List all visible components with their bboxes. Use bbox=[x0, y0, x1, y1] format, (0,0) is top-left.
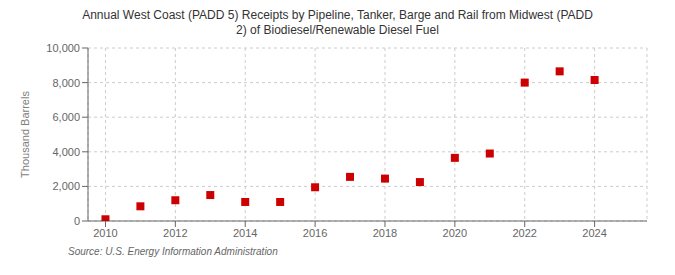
svg-text:2010: 2010 bbox=[93, 227, 117, 239]
svg-text:2014: 2014 bbox=[233, 227, 257, 239]
html-text:Source: U.S. Energy Informatio: Source: U.S. Energy Information Administ… bbox=[68, 246, 278, 257]
svg-text:4,000: 4,000 bbox=[52, 146, 80, 158]
svg-text:2022: 2022 bbox=[512, 227, 536, 239]
svg-text:2020: 2020 bbox=[443, 227, 467, 239]
svg-text:2,000: 2,000 bbox=[52, 180, 80, 192]
svg-text:6,000: 6,000 bbox=[52, 111, 80, 123]
svg-text:10,000: 10,000 bbox=[46, 42, 80, 54]
svg-text:2012: 2012 bbox=[163, 227, 187, 239]
html-text:Annual West Coast (PADD 5) Rec: Annual West Coast (PADD 5) Receipts by P… bbox=[82, 8, 593, 37]
svg-text:2024: 2024 bbox=[582, 227, 606, 239]
svg-text:8,000: 8,000 bbox=[52, 77, 80, 89]
svg-text:2018: 2018 bbox=[373, 227, 397, 239]
svg-text:2016: 2016 bbox=[303, 227, 327, 239]
svg-text:0: 0 bbox=[74, 215, 80, 227]
svg-text:Thousand Barrels: Thousand Barrels bbox=[19, 91, 31, 178]
